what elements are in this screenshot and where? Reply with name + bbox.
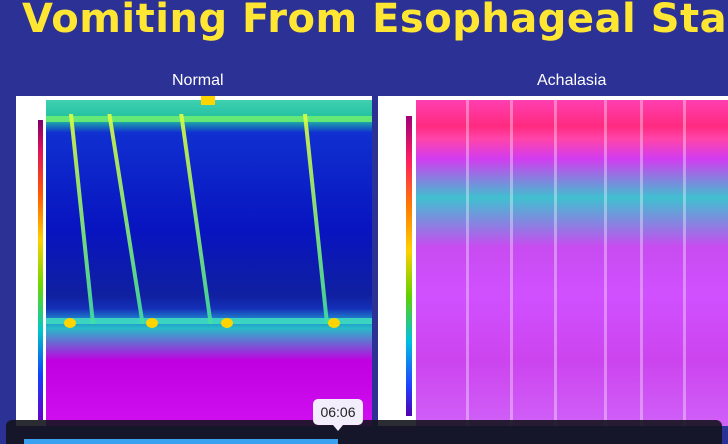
hover-time-tooltip: 06:06 xyxy=(313,399,363,431)
ues-band xyxy=(46,116,372,122)
normal-label: Normal xyxy=(172,72,224,89)
les-contraction xyxy=(64,318,76,328)
pressure-color-scale xyxy=(406,116,412,416)
les-contraction xyxy=(328,318,340,328)
achalasia-label: Achalasia xyxy=(537,72,607,89)
swallow-column xyxy=(640,96,643,426)
swallow-column xyxy=(466,96,469,426)
achalasia-manometry-plot xyxy=(378,96,728,426)
pressure-axis xyxy=(16,96,46,426)
swallow-column xyxy=(554,96,557,426)
swallow-column xyxy=(510,96,513,426)
les-contraction xyxy=(146,318,158,328)
swallow-column xyxy=(683,96,686,426)
swallow-column xyxy=(604,96,607,426)
slide-title: Vomiting From Esophageal Stasis xyxy=(22,0,728,42)
achalasia-pressure-topography xyxy=(416,100,728,426)
normal-manometry-plot xyxy=(16,96,372,426)
les-contraction xyxy=(221,318,233,328)
normal-pressure-topography xyxy=(46,100,372,426)
pressure-color-scale xyxy=(38,120,43,420)
pressure-axis xyxy=(378,96,414,426)
progress-bar[interactable] xyxy=(24,439,338,444)
event-marker xyxy=(201,96,215,105)
